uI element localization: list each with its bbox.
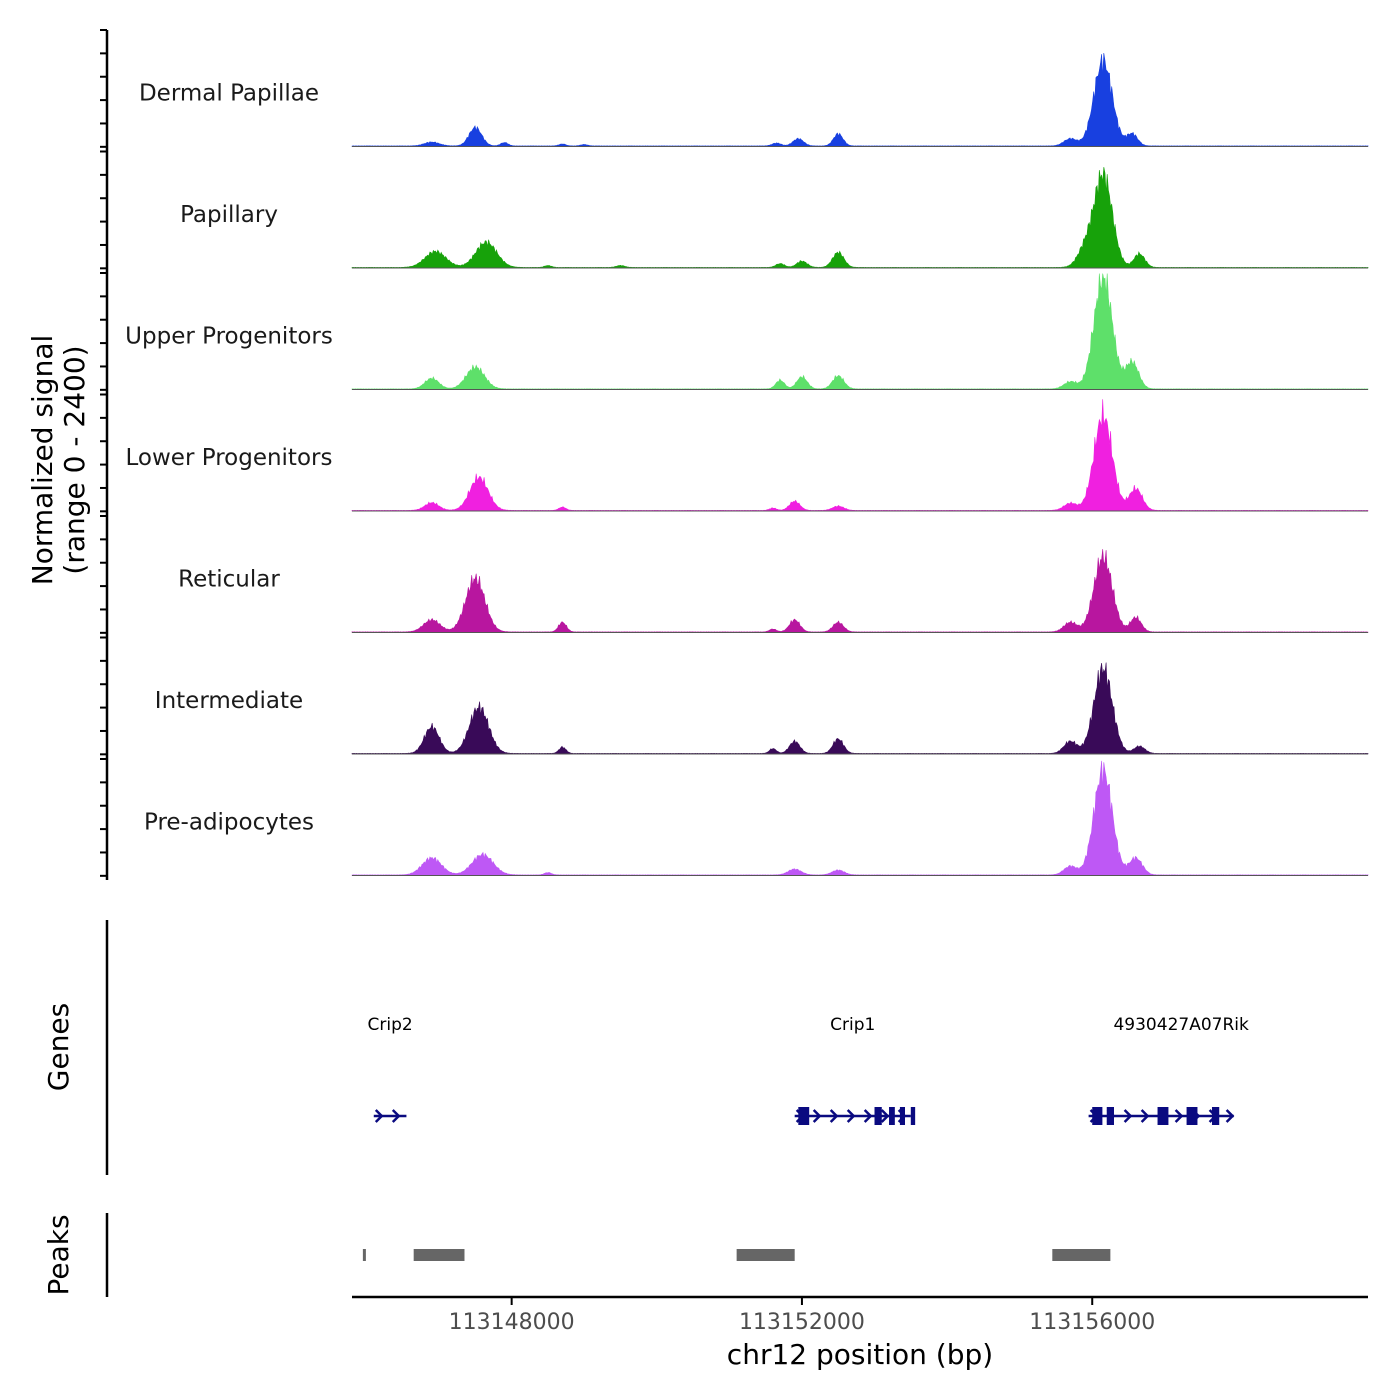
track-intermediate: Intermediate bbox=[155, 662, 1369, 755]
track-label: Papillary bbox=[180, 202, 278, 228]
gene-exon bbox=[1186, 1107, 1198, 1125]
strand-arrow bbox=[812, 1109, 822, 1123]
x-tick-label: 113152000 bbox=[739, 1310, 865, 1335]
x-axis-title: chr12 position (bp) bbox=[727, 1338, 993, 1371]
strand-arrow bbox=[391, 1109, 401, 1123]
track-label: Pre-adipocytes bbox=[144, 810, 314, 836]
track-papillary: Papillary bbox=[180, 167, 1369, 269]
track-pre-adipocytes: Pre-adipocytes bbox=[144, 760, 1369, 876]
genes-panel: Genes Crip2 Crip1 4930427A07Rik bbox=[42, 920, 1249, 1175]
coverage-y-axis-range: (range 0 - 2400) bbox=[58, 345, 91, 574]
gene-crip1: Crip1 bbox=[794, 1015, 916, 1125]
coverage-y-axis-title: Normalized signal bbox=[26, 335, 59, 586]
track-upper-progenitors: Upper Progenitors bbox=[125, 273, 1369, 390]
peaks-panel-title: Peaks bbox=[42, 1214, 75, 1295]
strand-arrow bbox=[880, 1109, 890, 1123]
signal-area bbox=[351, 662, 1369, 755]
signal-area bbox=[351, 399, 1369, 512]
peak-region bbox=[736, 1249, 795, 1261]
strand-arrow bbox=[1140, 1109, 1150, 1123]
signal-area bbox=[351, 549, 1369, 633]
track-label: Dermal Papillae bbox=[139, 81, 319, 107]
coverage-y-axis bbox=[100, 29, 109, 880]
signal-area bbox=[351, 760, 1369, 876]
gene-exon bbox=[798, 1107, 810, 1125]
peak-region bbox=[362, 1249, 366, 1261]
gene-exon bbox=[889, 1107, 895, 1125]
strand-arrow bbox=[1225, 1109, 1235, 1123]
strand-arrow bbox=[846, 1109, 856, 1123]
peak-region bbox=[413, 1249, 465, 1261]
track-label: Lower Progenitors bbox=[126, 445, 333, 471]
gene-exon bbox=[1211, 1107, 1220, 1125]
gene-exon bbox=[910, 1107, 916, 1125]
x-axis: 113148000 113152000 113156000 bbox=[352, 1295, 1368, 1335]
gene-label: Crip1 bbox=[830, 1015, 875, 1035]
strand-arrow bbox=[1123, 1109, 1133, 1123]
gene-exon bbox=[874, 1107, 882, 1125]
peaks-panel: Peaks bbox=[42, 1213, 1111, 1297]
track-label: Upper Progenitors bbox=[125, 324, 333, 350]
signal-area bbox=[351, 167, 1369, 269]
track-label: Reticular bbox=[178, 567, 280, 593]
gene-crip2: Crip2 bbox=[367, 1015, 413, 1123]
signal-area bbox=[351, 273, 1369, 390]
x-tick-label: 113156000 bbox=[1029, 1310, 1155, 1335]
gene-4930427a07rik: 4930427A07Rik bbox=[1088, 1015, 1249, 1125]
strand-arrow bbox=[829, 1109, 839, 1123]
strand-arrow bbox=[863, 1109, 873, 1123]
gene-exon bbox=[1106, 1107, 1114, 1125]
gene-exon bbox=[899, 1107, 905, 1125]
peak-region bbox=[1052, 1249, 1111, 1261]
strand-arrow bbox=[1174, 1109, 1184, 1123]
track-reticular: Reticular bbox=[178, 549, 1369, 633]
track-dermal-papillae: Dermal Papillae bbox=[139, 52, 1369, 147]
coverage-tracks: Dermal Papillae Papillary Upper Progenitor… bbox=[125, 52, 1369, 876]
x-tick-label: 113148000 bbox=[449, 1310, 575, 1335]
strand-arrow bbox=[374, 1109, 384, 1123]
signal-area bbox=[351, 52, 1369, 147]
gene-label: Crip2 bbox=[367, 1015, 412, 1035]
track-label: Intermediate bbox=[155, 688, 303, 714]
track-lower-progenitors: Lower Progenitors bbox=[126, 399, 1369, 512]
gene-exon bbox=[1092, 1107, 1103, 1125]
genes-panel-title: Genes bbox=[42, 1003, 75, 1091]
gene-exon bbox=[1157, 1107, 1169, 1125]
gene-label: 4930427A07Rik bbox=[1113, 1015, 1249, 1035]
